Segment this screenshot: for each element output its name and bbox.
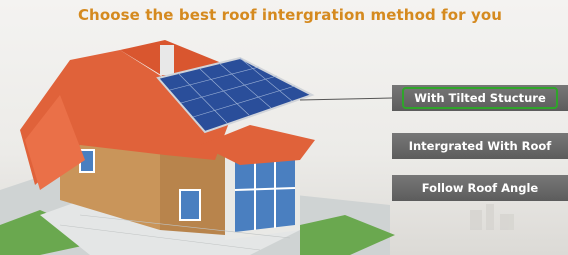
title: Choose the best roof intergration method… xyxy=(0,6,568,24)
screen: Choose the best roof intergration method… xyxy=(0,0,568,255)
option-button[interactable]: Follow Roof Angle xyxy=(392,175,568,201)
option-label: Intergrated With Roof xyxy=(397,135,564,157)
option-button[interactable]: With Tilted Stucture xyxy=(392,85,568,111)
house-illustration xyxy=(0,0,568,255)
option-label: With Tilted Stucture xyxy=(402,87,558,109)
option-label: Follow Roof Angle xyxy=(410,177,550,199)
option-button[interactable]: Intergrated With Roof xyxy=(392,133,568,159)
